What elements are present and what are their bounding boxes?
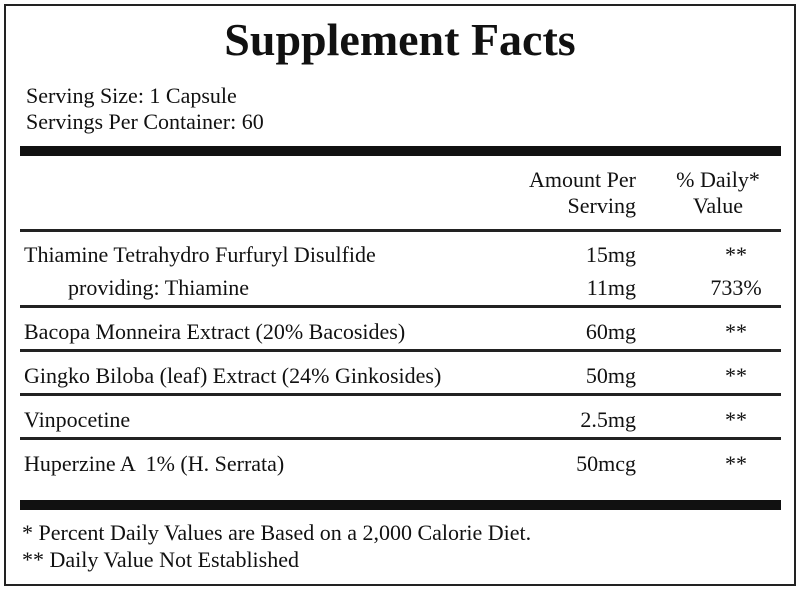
amount: 15mg [585,242,636,267]
servings-per-container: Servings Per Container: 60 [26,109,264,134]
nutrient-name: Thiamine Tetrahydro Furfuryl Disulfide [24,242,376,267]
header-daily-value: Value [692,193,744,218]
rule [20,437,781,440]
daily-value: 733% [710,275,762,300]
rule [20,349,781,352]
header-amount: Serving [567,193,636,218]
daily-value: ** [725,242,747,267]
daily-value: ** [725,451,747,476]
nutrient-name: providing: Thiamine [68,275,250,300]
header-amount: Amount Per [529,167,636,192]
serving-size: Serving Size: 1 Capsule [26,83,237,108]
daily-value: ** [725,407,747,432]
footnote: ** Daily Value Not Established [22,547,299,572]
header-daily-value: % Daily* [676,167,760,192]
label-title: Supplement Facts [224,14,576,65]
daily-value: ** [725,363,747,388]
nutrient-name: Huperzine A 1% (H. Serrata) [24,451,285,476]
thick-rule [20,146,781,156]
label-border [4,4,796,586]
footnote: * Percent Daily Values are Based on a 2,… [22,520,532,545]
amount: 50mg [585,363,636,388]
nutrient-name: Bacopa Monneira Extract (20% Bacosides) [24,319,406,344]
thick-rule [20,500,781,510]
rule [20,393,781,396]
amount: 2.5mg [580,407,636,432]
rule [20,229,781,232]
rule [20,305,781,308]
daily-value: ** [725,319,747,344]
amount: 50mcg [576,451,636,476]
amount: 60mg [585,319,636,344]
nutrient-name: Gingko Biloba (leaf) Extract (24% Ginkos… [24,363,442,388]
nutrient-name: Vinpocetine [24,407,131,432]
amount: 11mg [586,275,636,300]
